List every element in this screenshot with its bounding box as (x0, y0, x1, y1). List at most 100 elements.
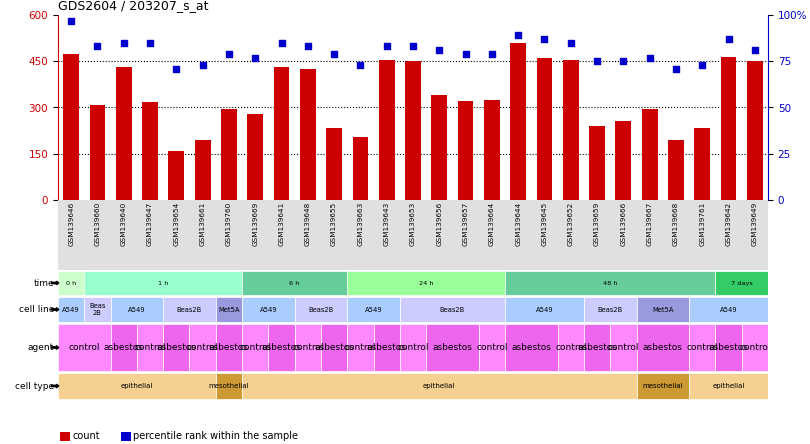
Text: epithelial: epithelial (423, 383, 455, 389)
Text: Beas2B: Beas2B (177, 306, 202, 313)
Text: GSM139647: GSM139647 (147, 202, 153, 246)
Bar (242, 373, 637, 400)
Point (301, 43, 314, 50)
Bar (689, 297, 768, 322)
Text: Met5A: Met5A (652, 306, 674, 313)
Point (380, 43, 393, 50)
Point (170, 65, 183, 72)
Text: GSM139760: GSM139760 (226, 202, 232, 246)
Point (748, 47, 761, 54)
Bar (163, 297, 215, 322)
Bar (505, 297, 584, 322)
Bar (505, 270, 715, 295)
Bar (642, 109, 658, 200)
Text: Beas2B: Beas2B (598, 306, 623, 313)
Bar (58, 297, 84, 322)
Text: GSM139640: GSM139640 (121, 202, 126, 246)
Text: GSM139666: GSM139666 (620, 202, 626, 246)
Bar (589, 126, 605, 200)
Bar (295, 297, 347, 322)
Text: mesothelial: mesothelial (209, 383, 249, 389)
Bar (58, 373, 215, 400)
Bar (689, 324, 715, 371)
Text: GSM139642: GSM139642 (726, 202, 731, 246)
Text: GDS2604 / 203207_s_at: GDS2604 / 203207_s_at (58, 0, 208, 12)
Text: GSM139641: GSM139641 (279, 202, 284, 246)
Text: time: time (33, 278, 54, 288)
Text: GSM139657: GSM139657 (463, 202, 469, 246)
Bar (584, 324, 610, 371)
Bar (616, 121, 631, 200)
Point (617, 58, 630, 65)
Point (143, 39, 156, 46)
Text: control: control (687, 343, 718, 352)
Text: Met5A: Met5A (218, 306, 240, 313)
Text: A549: A549 (62, 306, 80, 313)
Point (433, 47, 446, 54)
Text: A549: A549 (128, 306, 146, 313)
Text: GSM139761: GSM139761 (699, 202, 706, 246)
Bar (58, 324, 111, 371)
Point (117, 39, 130, 46)
Bar (347, 270, 505, 295)
Text: GSM139656: GSM139656 (437, 202, 442, 246)
Text: control: control (187, 343, 219, 352)
Text: control: control (397, 343, 428, 352)
Bar (715, 324, 742, 371)
Text: epithelial: epithelial (712, 383, 744, 389)
Bar (295, 324, 321, 371)
Bar (116, 67, 132, 200)
Bar (689, 373, 768, 400)
Point (670, 65, 683, 72)
Text: A549: A549 (720, 306, 737, 313)
Text: GSM139654: GSM139654 (173, 202, 179, 246)
Bar (190, 324, 215, 371)
Text: control: control (134, 343, 166, 352)
Bar (584, 297, 637, 322)
Bar (747, 61, 763, 200)
Bar (379, 59, 394, 200)
Bar (721, 57, 736, 200)
Bar (352, 137, 369, 200)
Bar (215, 297, 242, 322)
Bar (484, 100, 500, 200)
Bar (90, 105, 105, 200)
Text: GSM139648: GSM139648 (305, 202, 311, 246)
Point (65, 17, 78, 24)
Bar (557, 324, 584, 371)
Point (327, 50, 340, 57)
Point (275, 39, 288, 46)
Bar (742, 324, 768, 371)
Text: asbestos: asbestos (262, 343, 301, 352)
Text: 24 h: 24 h (419, 281, 433, 285)
Text: control: control (476, 343, 508, 352)
Text: mesothelial: mesothelial (642, 383, 683, 389)
Text: 6 h: 6 h (289, 281, 300, 285)
Text: 1 h: 1 h (158, 281, 168, 285)
Bar (400, 324, 426, 371)
Text: control: control (739, 343, 770, 352)
Text: count: count (73, 431, 100, 441)
Point (249, 54, 262, 61)
Bar (426, 324, 479, 371)
Text: 48 h: 48 h (603, 281, 617, 285)
Bar (137, 324, 163, 371)
Bar (168, 151, 184, 200)
Bar (715, 270, 768, 295)
Text: GSM139659: GSM139659 (594, 202, 600, 246)
Bar (84, 270, 242, 295)
Text: asbestos: asbestos (643, 343, 683, 352)
Text: asbestos: asbestos (314, 343, 354, 352)
Text: GSM139652: GSM139652 (568, 202, 573, 246)
Text: GSM139644: GSM139644 (515, 202, 521, 246)
Bar (637, 373, 689, 400)
Bar (215, 324, 242, 371)
Text: GSM139669: GSM139669 (252, 202, 258, 246)
Text: asbestos: asbestos (709, 343, 748, 352)
Bar (194, 140, 211, 200)
Text: asbestos: asbestos (433, 343, 472, 352)
Text: A549: A549 (259, 306, 277, 313)
Bar (111, 324, 137, 371)
Text: asbestos: asbestos (209, 343, 249, 352)
Bar (510, 43, 526, 200)
